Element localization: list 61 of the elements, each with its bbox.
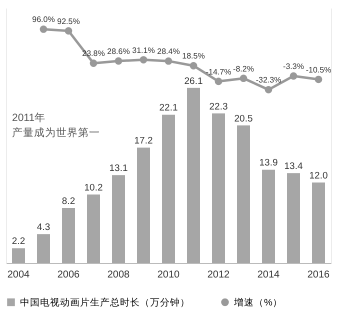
point	[64, 27, 72, 35]
bar	[237, 125, 250, 263]
data-label: 28.6%	[107, 46, 130, 56]
point	[140, 56, 148, 64]
point	[90, 60, 98, 67]
point	[314, 76, 322, 84]
data-label: 96.0%	[32, 15, 55, 24]
bar	[287, 173, 300, 263]
bar	[62, 208, 75, 263]
data-label: 22.3	[209, 101, 228, 112]
x-tick-label: 2008	[107, 270, 130, 280]
x-tick-label: 2006	[57, 270, 80, 280]
data-label: 17.2	[134, 136, 153, 147]
bar	[37, 234, 50, 263]
data-label: 13.4	[284, 161, 303, 172]
point	[214, 78, 222, 86]
data-label: -10.5%	[306, 65, 332, 74]
data-label: 12.0	[309, 170, 328, 182]
data-label: -14.7%	[206, 67, 232, 76]
data-label: 10.2	[84, 182, 103, 194]
x-tick-label: 2012	[207, 270, 230, 280]
x-tick-label: 2004	[7, 270, 30, 280]
data-label: 92.5%	[57, 16, 80, 26]
x-tick-label: 2014	[257, 270, 280, 280]
point	[190, 62, 198, 70]
bar	[12, 248, 25, 263]
data-label: 31.1%	[132, 46, 155, 55]
data-label: 18.5%	[182, 52, 205, 61]
bar	[162, 114, 175, 263]
bar	[87, 194, 100, 263]
bar	[312, 182, 325, 263]
point	[240, 74, 248, 82]
bar	[137, 148, 150, 263]
annotation: 产量成为世界第一	[12, 126, 100, 139]
point	[40, 26, 48, 33]
data-label: -32.3%	[256, 76, 282, 85]
data-label: 8.2	[62, 196, 76, 207]
data-label: 22.1	[159, 102, 178, 114]
annotation: 2011年	[12, 112, 46, 124]
data-label: 20.5	[234, 113, 253, 124]
data-label: 23.8%	[82, 49, 105, 58]
x-tick-label: 2010	[157, 270, 180, 280]
data-label: 28.4%	[157, 47, 180, 56]
data-label: -8.2%	[233, 64, 254, 74]
legend-label: 增速（%）	[233, 296, 282, 308]
x-tick-label: 2016	[307, 270, 330, 280]
data-label: 2.2	[12, 236, 26, 248]
bar	[262, 170, 275, 263]
data-label: 13.9	[259, 158, 278, 169]
bar	[112, 175, 125, 263]
point	[264, 86, 272, 94]
data-label: 4.3	[36, 222, 50, 234]
data-label: -3.3%	[283, 62, 304, 72]
data-label: 26.1	[184, 76, 203, 87]
bar	[187, 88, 200, 263]
point	[114, 57, 122, 65]
data-label: 13.1	[109, 163, 128, 174]
point	[290, 72, 298, 80]
legend-label: 中国电视动画片生产总时长（万分钟）	[20, 296, 190, 308]
bar	[212, 113, 225, 263]
point	[164, 57, 172, 65]
